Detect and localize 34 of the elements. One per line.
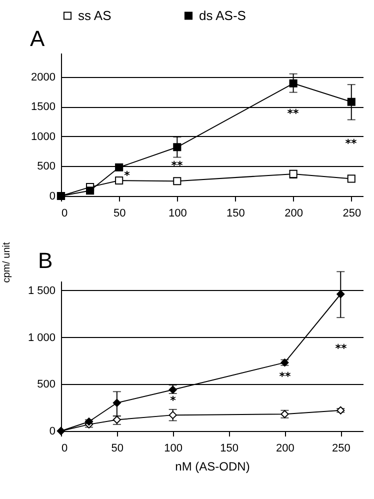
y-tick-label: 2000 <box>31 71 56 84</box>
x-tick-label: 250 <box>342 208 362 220</box>
y-tick-label: 0 <box>49 426 56 438</box>
y-tick-label: 1000 <box>31 130 56 143</box>
annotation: ** <box>335 342 347 355</box>
annotation: ** <box>287 107 299 120</box>
y-tick-label: 1 000 <box>28 332 56 344</box>
annotation: ** <box>171 159 183 172</box>
y-tick-label: 1 500 <box>28 284 56 297</box>
legend-label: ss AS <box>78 8 112 23</box>
annotation: * <box>170 394 176 407</box>
annotation: ** <box>279 370 291 383</box>
annotation: * <box>124 169 130 182</box>
y-tick-label: 500 <box>37 378 56 391</box>
x-tick-label: 0 <box>62 208 68 220</box>
x-tick-label: 150 <box>220 442 238 454</box>
legend-label: ds AS-S <box>199 8 246 23</box>
y-tick-label: 1500 <box>31 101 56 114</box>
y-tick-label: 0 <box>49 190 56 202</box>
x-tick-label: 0 <box>62 442 68 454</box>
x-tick-label: 100 <box>164 442 183 454</box>
x-tick-label: 100 <box>168 208 187 220</box>
x-axis-title: nM (AS-ODN) <box>175 460 250 474</box>
x-tick-label: 200 <box>284 208 303 220</box>
chart-title: A <box>30 26 45 51</box>
x-tick-label: 50 <box>111 442 124 454</box>
x-tick-label: 250 <box>332 442 350 454</box>
chart-title: B <box>38 248 53 273</box>
y-axis-title: cpm/ unit <box>2 242 12 283</box>
x-tick-label: 200 <box>276 442 294 454</box>
annotation: ** <box>345 137 357 150</box>
x-tick-label: 150 <box>226 208 245 220</box>
y-tick-label: 500 <box>37 160 56 173</box>
x-tick-label: 50 <box>113 208 126 220</box>
